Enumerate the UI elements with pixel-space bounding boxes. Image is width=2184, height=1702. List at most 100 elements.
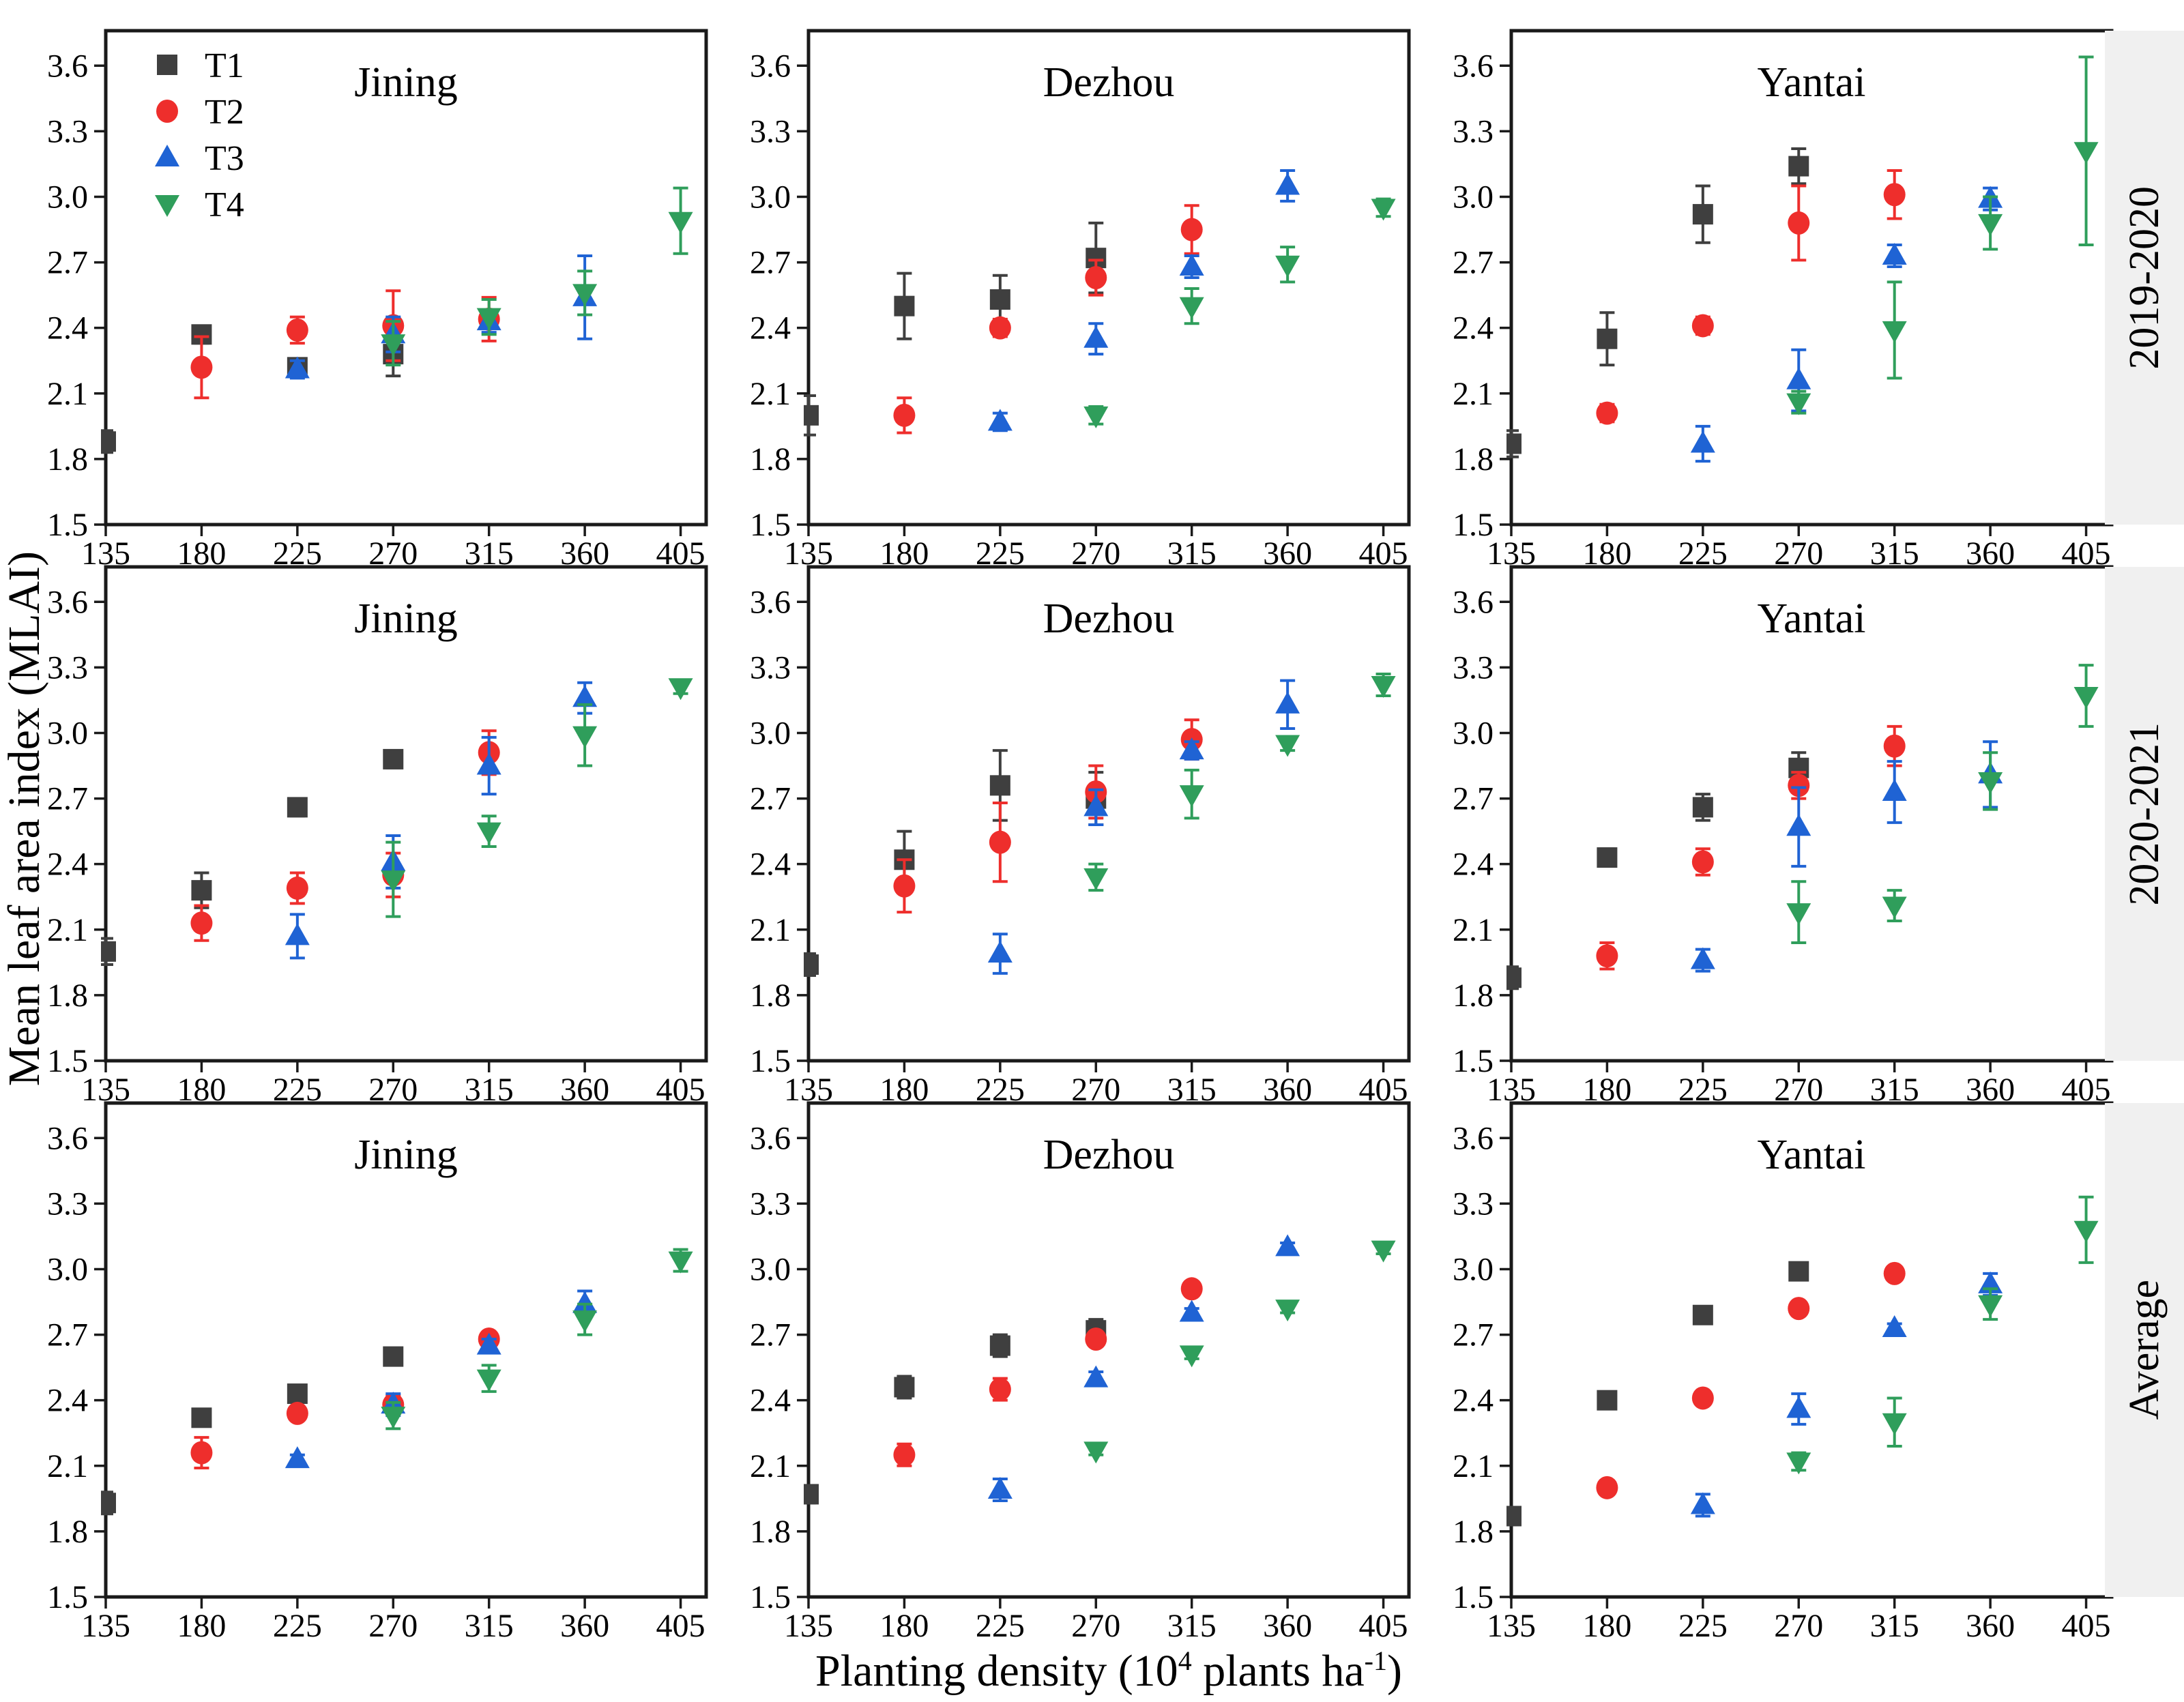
- y-tick-label: 1.5: [1453, 507, 1494, 543]
- series-T4: [1083, 672, 1396, 892]
- y-tick-label: 1.8: [47, 1514, 88, 1550]
- y-tick-label: 3.3: [750, 649, 791, 686]
- y-tick-label: 2.7: [1453, 245, 1494, 281]
- triangle-down-marker: [155, 195, 179, 217]
- series-T1: [804, 221, 1107, 437]
- triangle-up-marker: [1786, 814, 1811, 836]
- x-tick-label: 270: [1774, 1608, 1823, 1644]
- triangle-down-marker: [572, 284, 598, 306]
- triangle-up-marker: [1083, 794, 1109, 817]
- triangle-up-marker: [1179, 253, 1204, 276]
- triangle-down-marker: [1978, 214, 2003, 236]
- x-tick-label: 225: [273, 1608, 322, 1644]
- triangle-down-marker: [476, 308, 501, 330]
- y-tick-label: 2.4: [750, 1383, 791, 1419]
- y-tick-label: 3.6: [750, 1120, 791, 1156]
- series-layer: [804, 169, 1396, 437]
- triangle-down-marker: [1882, 1413, 1907, 1435]
- y-tick-label: 3.0: [750, 715, 791, 751]
- circle-marker: [190, 1441, 213, 1465]
- circle-marker: [156, 100, 178, 123]
- square-marker: [1692, 797, 1713, 818]
- y-tick-label: 2.4: [1453, 1383, 1494, 1419]
- triangle-up-marker: [155, 145, 179, 166]
- square-marker: [1506, 967, 1521, 988]
- series-T2: [1596, 724, 1906, 971]
- y-tick-label: 1.8: [750, 1514, 791, 1550]
- series-T3: [285, 254, 598, 380]
- series-T1: [101, 1346, 404, 1516]
- series-T2: [893, 204, 1203, 435]
- square-marker: [1692, 204, 1713, 225]
- square-marker: [157, 55, 177, 75]
- y-tick-label: 1.5: [47, 507, 88, 543]
- series-T3: [1690, 740, 2003, 973]
- triangle-down-marker: [1083, 868, 1109, 890]
- panel-title: Dezhou: [1043, 1132, 1175, 1178]
- y-tick-label: 3.0: [750, 1251, 791, 1287]
- y-tick-label: 2.1: [47, 912, 88, 948]
- panel-yantai-average: 1.5 1.8 2.1 2.4 2.7 3.0 3.3 3.6 135 180 225 270 315 3…: [1453, 1101, 2114, 1644]
- legend-label: T2: [205, 93, 244, 132]
- plot-frame: [104, 1101, 708, 1599]
- y-tick-label: 2.1: [750, 1448, 791, 1484]
- square-marker: [287, 1383, 308, 1405]
- circle-marker: [286, 1401, 308, 1425]
- square-marker: [894, 295, 915, 317]
- square-marker: [383, 1346, 404, 1367]
- x-axis-label-sup-1: -1: [1364, 1645, 1387, 1676]
- circle-marker: [1788, 1297, 1810, 1321]
- y-tick-label: 3.3: [750, 1186, 791, 1222]
- x-tick-label: 225: [976, 1608, 1025, 1644]
- x-tick-label: 315: [465, 1608, 514, 1644]
- y-tick-label: 3.3: [1453, 113, 1494, 149]
- y-tick-label: 2.1: [1453, 912, 1494, 948]
- triangle-up-marker: [1083, 325, 1109, 348]
- series-T4: [381, 1248, 693, 1430]
- triangle-down-marker: [1083, 1441, 1109, 1464]
- circle-marker: [1085, 1327, 1107, 1351]
- circle-marker: [1596, 944, 1618, 968]
- y-tick-label: 1.5: [750, 1579, 791, 1615]
- y-tick-label: 1.8: [1453, 1514, 1494, 1550]
- x-tick-label: 315: [1870, 1608, 1919, 1644]
- series-T3: [285, 1289, 598, 1469]
- series-T2: [893, 1277, 1203, 1467]
- circle-marker: [1180, 218, 1203, 241]
- triangle-up-marker: [1179, 1300, 1204, 1322]
- series-T2: [893, 718, 1203, 914]
- x-axis-label: Planting density (104 plants ha-1): [106, 1643, 2112, 1700]
- triangle-down-marker: [1882, 896, 1907, 919]
- triangle-down-marker: [1275, 255, 1300, 278]
- triangle-down-marker: [572, 726, 598, 748]
- y-tick-label: 2.4: [1453, 847, 1494, 883]
- plot-frame: [806, 1101, 1411, 1599]
- triangle-up-marker: [1882, 778, 1907, 801]
- triangle-up-marker: [1690, 430, 1715, 453]
- x-tick-label: 180: [177, 1608, 226, 1644]
- y-tick-label: 2.1: [750, 376, 791, 412]
- x-tick-label: 180: [1582, 1608, 1631, 1644]
- series-T3: [1690, 1271, 2003, 1518]
- panel-title: Jining: [354, 1132, 458, 1178]
- square-marker: [1506, 433, 1521, 454]
- series-T4: [381, 678, 693, 918]
- triangle-down-marker: [1083, 406, 1109, 428]
- triangle-down-marker: [381, 1407, 406, 1429]
- panel-title: Dezhou: [1043, 59, 1175, 106]
- x-tick-label: 405: [2062, 1608, 2111, 1644]
- square-marker: [1506, 1506, 1521, 1527]
- square-marker: [989, 1335, 1010, 1356]
- series-layer: [101, 678, 693, 967]
- row-label-strip: Average: [2105, 1103, 2184, 1597]
- triangle-down-marker: [476, 1369, 501, 1392]
- plot-frame: [806, 565, 1411, 1063]
- triangle-up-marker: [1882, 1315, 1907, 1337]
- y-tick-label: 2.1: [1453, 1448, 1494, 1484]
- y-tick-label: 3.6: [1453, 1120, 1494, 1156]
- x-tick-label: 135: [81, 1608, 130, 1644]
- series-T1: [1506, 751, 1809, 991]
- y-tick-label: 3.3: [1453, 1186, 1494, 1222]
- y-tick-label: 3.0: [1453, 1251, 1494, 1287]
